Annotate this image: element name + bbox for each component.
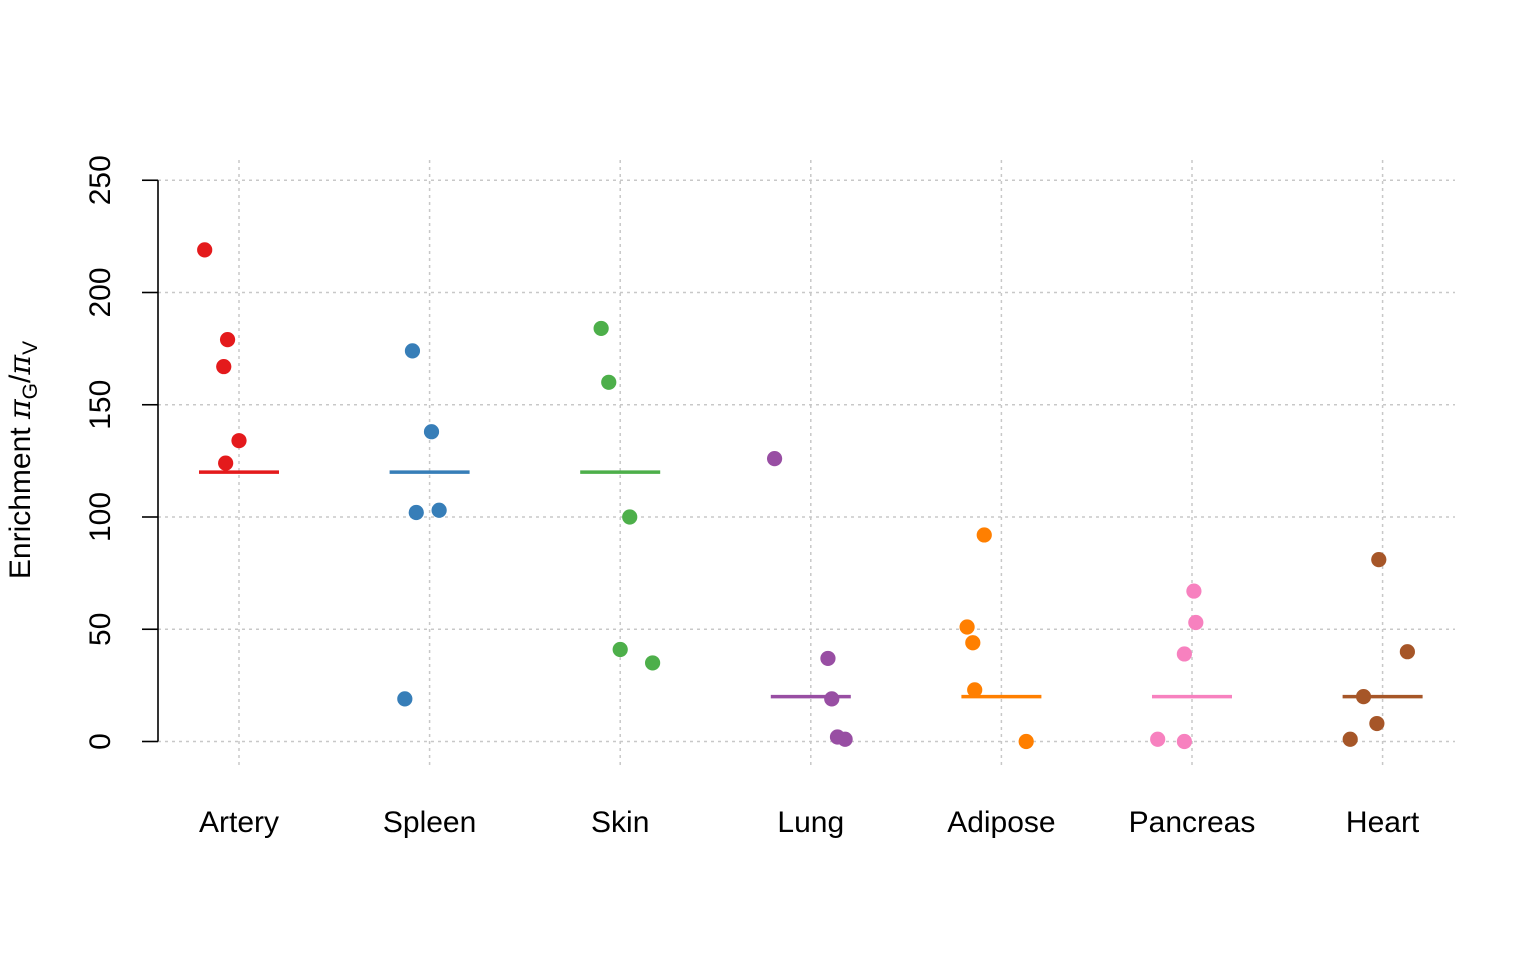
data-point-spleen	[404, 343, 421, 359]
x-axis: Artery Spleen Skin Lung Adipose Pancreas Heart	[199, 806, 1420, 839]
x-tick-label: Lung	[777, 806, 844, 839]
y-axis-title-slash: /	[4, 374, 37, 383]
data-point-pancreas	[1176, 733, 1192, 750]
data-point-heart	[1342, 731, 1358, 747]
data-point-lung	[837, 731, 853, 747]
data-point-artery	[216, 358, 232, 375]
y-tick-label: 50	[84, 613, 117, 646]
x-tick-label: Heart	[1346, 806, 1420, 839]
y-tick-label: 100	[84, 492, 117, 542]
data-points	[197, 242, 1415, 750]
data-point-spleen	[431, 502, 447, 518]
y-axis-title-sub-v: V	[19, 341, 42, 355]
data-point-lung	[820, 650, 836, 667]
data-point-adipose	[1018, 733, 1034, 750]
y-axis-title-prefix: Enrichment	[4, 419, 37, 579]
data-point-heart	[1399, 644, 1415, 660]
y-tick-label: 150	[84, 380, 117, 430]
data-point-spleen	[397, 691, 413, 707]
data-point-skin	[645, 655, 661, 671]
x-tick-label: Adipose	[947, 806, 1055, 839]
grid-lines	[158, 160, 1455, 768]
x-tick-label: Artery	[199, 806, 279, 839]
y-axis: 0 50 100 150 200 250	[84, 155, 159, 750]
y-axis-title: Enrichment πG/πV	[3, 341, 42, 579]
data-point-skin	[601, 374, 617, 390]
data-point-skin	[593, 320, 609, 337]
data-point-pancreas	[1188, 614, 1204, 631]
data-point-artery	[218, 455, 234, 471]
data-point-artery	[197, 242, 213, 258]
data-point-adipose	[959, 619, 975, 635]
data-point-heart	[1371, 552, 1387, 568]
x-tick-label: Spleen	[383, 806, 476, 839]
data-point-lung	[766, 451, 783, 467]
data-point-adipose	[976, 527, 992, 543]
data-point-heart	[1369, 715, 1385, 732]
data-point-lung	[824, 691, 840, 707]
x-tick-label: Pancreas	[1129, 806, 1256, 839]
x-tick-label: Skin	[591, 806, 649, 839]
data-point-adipose	[965, 635, 981, 651]
y-tick-label: 0	[84, 733, 117, 750]
y-axis-title-pi-v: π	[3, 354, 38, 376]
data-point-pancreas	[1150, 731, 1166, 747]
data-point-heart	[1355, 689, 1372, 705]
data-point-skin	[612, 641, 628, 658]
data-point-adipose	[967, 682, 983, 698]
y-tick-label: 200	[84, 267, 117, 317]
y-axis-title-pi-g: π	[3, 398, 38, 420]
data-point-skin	[622, 509, 638, 525]
data-point-spleen	[408, 504, 424, 521]
data-point-artery	[231, 433, 247, 449]
data-point-pancreas	[1186, 583, 1202, 599]
y-axis-title-sub-g: G	[19, 383, 42, 399]
data-point-artery	[219, 332, 236, 348]
y-tick-label: 250	[84, 155, 117, 205]
data-point-spleen	[423, 424, 440, 440]
data-point-pancreas	[1176, 646, 1192, 662]
